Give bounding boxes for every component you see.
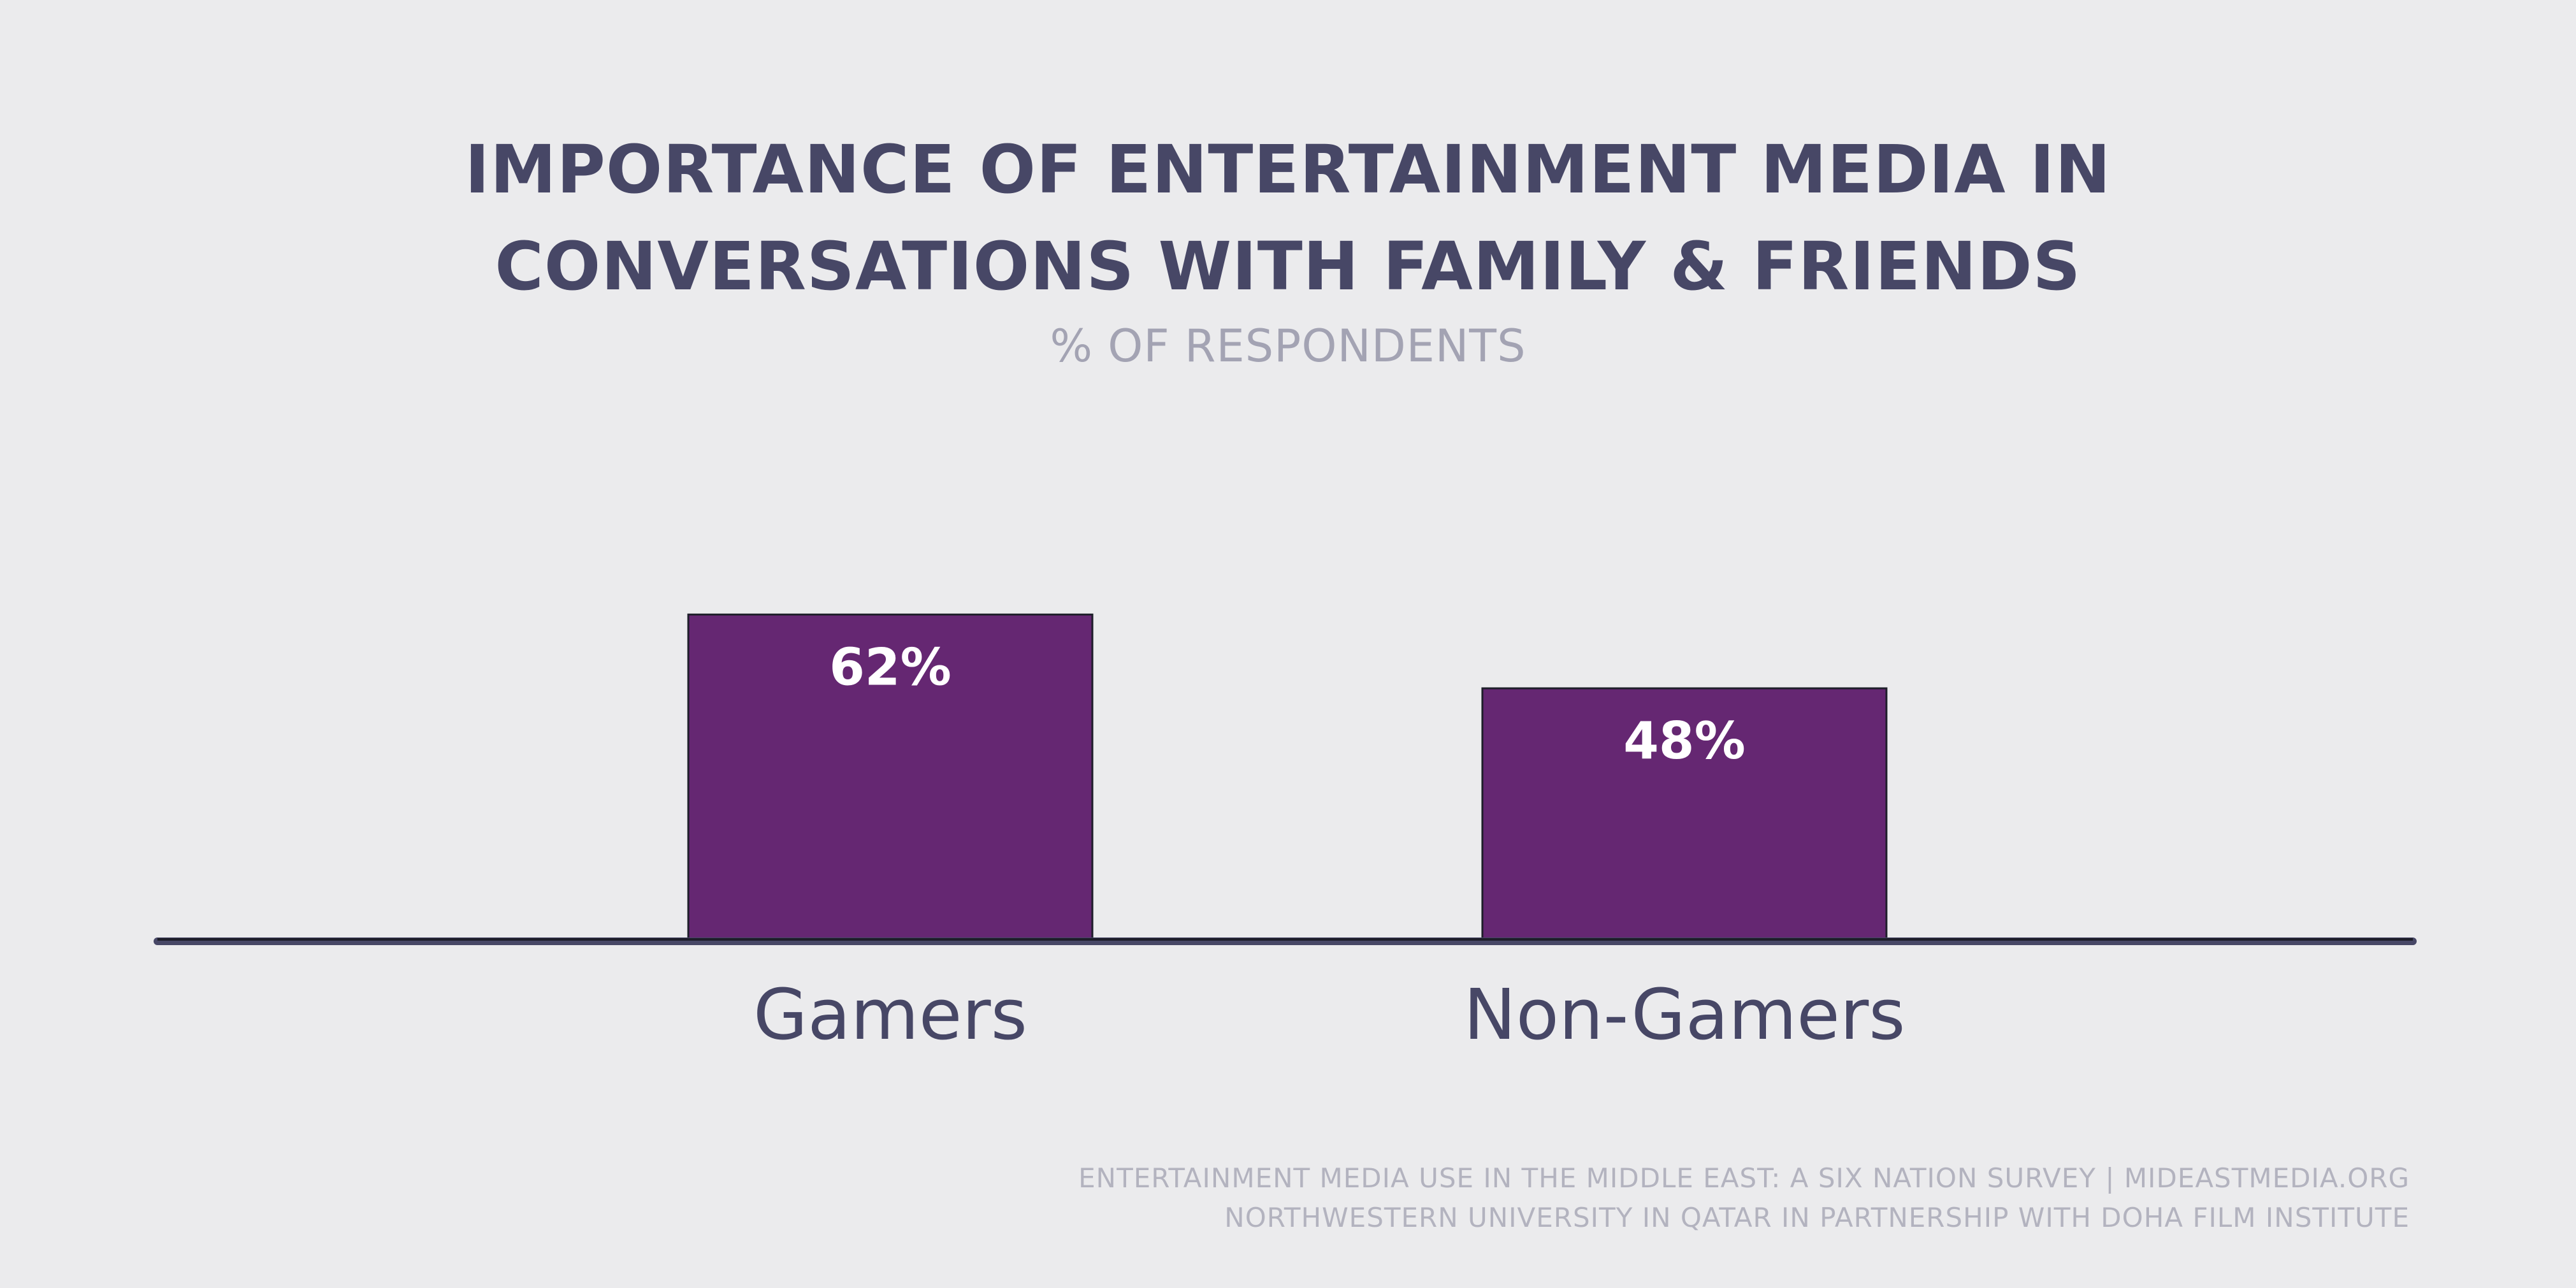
source-line-1: ENTERTAINMENT MEDIA USE IN THE MIDDLE EA… bbox=[1078, 1162, 2410, 1194]
bar-value-label: 62% bbox=[829, 637, 951, 697]
chart-title: IMPORTANCE OF ENTERTAINMENT MEDIA IN CON… bbox=[0, 121, 2576, 315]
bar-value-label: 48% bbox=[1623, 711, 1745, 771]
chart-title-line-1: IMPORTANCE OF ENTERTAINMENT MEDIA IN bbox=[465, 131, 2111, 208]
x-tick-label: Non-Gamers bbox=[1463, 974, 1905, 1055]
source-line-2: NORTHWESTERN UNIVERSITY IN QATAR IN PART… bbox=[1224, 1202, 2410, 1233]
chart-title-line-2: CONVERSATIONS WITH FAMILY & FRIENDS bbox=[495, 228, 2081, 305]
chart-subtitle: % OF RESPONDENTS bbox=[1050, 320, 1526, 372]
source-credit: ENTERTAINMENT MEDIA USE IN THE MIDDLE EA… bbox=[1078, 1159, 2410, 1238]
x-tick-label: Gamers bbox=[753, 974, 1027, 1055]
bar-gamers bbox=[687, 613, 1094, 943]
